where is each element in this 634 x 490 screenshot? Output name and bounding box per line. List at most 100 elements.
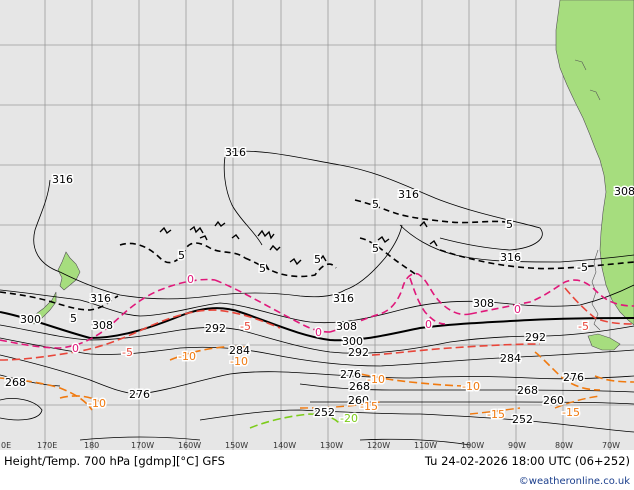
label-316: 316 xyxy=(500,251,521,264)
label-300: 300 xyxy=(342,335,363,348)
label-308: 308 xyxy=(614,185,634,198)
label-284: 284 xyxy=(500,352,521,365)
longitude-axis: 0E 170E 180 170W 160W 150W 140W 130W 120W 110W 100… xyxy=(1,441,620,450)
longitude-label: 110W xyxy=(414,441,437,450)
label-temp-minus20: -20 xyxy=(340,412,358,425)
label-268: 268 xyxy=(349,380,370,393)
new-zealand-south-island xyxy=(29,291,57,325)
longitude-label: 120W xyxy=(367,441,390,450)
label-temp-minus5: -5 xyxy=(577,261,588,274)
label-316: 316 xyxy=(90,292,111,305)
label-temp-5: 5 xyxy=(372,198,379,211)
temperature-labels: 5 5 5 5 5 5 5 -5 0 0 0 0 0 -5 -5 -5 -10 … xyxy=(69,197,591,427)
label-260: 260 xyxy=(543,394,564,407)
label-temp-minus15: -15 xyxy=(487,408,505,421)
contour-316-inner xyxy=(223,151,263,246)
longitude-label: 80W xyxy=(555,441,573,450)
contour-316-mid xyxy=(344,224,403,291)
label-temp-0: 0 xyxy=(514,303,521,316)
longitude-label: 170E xyxy=(37,441,57,450)
label-temp-minus5: -5 xyxy=(578,320,589,333)
contour-300-bold xyxy=(0,307,634,342)
contour-276 xyxy=(0,354,634,395)
contour-308 xyxy=(0,284,634,324)
contour-low-loop xyxy=(0,398,43,421)
label-temp-5: 5 xyxy=(506,218,513,231)
label-temp-0: 0 xyxy=(315,326,322,339)
graticule xyxy=(0,0,634,450)
label-276: 276 xyxy=(129,388,150,401)
label-308: 308 xyxy=(473,297,494,310)
label-252: 252 xyxy=(314,406,335,419)
label-260: 260 xyxy=(348,394,369,407)
scattered-temp-fragments xyxy=(159,220,438,271)
contour-316-north xyxy=(225,150,543,251)
longitude-label: 180 xyxy=(84,441,99,450)
label-temp-0: 0 xyxy=(187,273,194,286)
label-292: 292 xyxy=(525,331,546,344)
footer-bar xyxy=(0,450,634,490)
map-credit[interactable]: ©weatheronline.co.uk xyxy=(519,476,630,487)
label-temp-minus10: -10 xyxy=(178,350,196,363)
temp-minus15c-contours xyxy=(299,395,601,415)
longitude-label: 140W xyxy=(273,441,296,450)
temp-minus20c-contours xyxy=(249,413,341,429)
label-temp-minus5: -5 xyxy=(240,320,251,333)
longitude-label: 70W xyxy=(602,441,620,450)
contour-252 xyxy=(199,409,634,433)
label-316: 316 xyxy=(225,146,246,159)
label-252: 252 xyxy=(512,413,533,426)
contour-260 xyxy=(310,401,634,405)
label-292: 292 xyxy=(205,322,226,335)
label-temp-5: 5 xyxy=(259,262,266,275)
longitude-label: 150W xyxy=(225,441,248,450)
label-temp-5: 5 xyxy=(314,253,321,266)
temp-5c-contours xyxy=(0,199,634,311)
longitude-label: 100W xyxy=(461,441,484,450)
label-292: 292 xyxy=(348,346,369,359)
label-temp-minus10: -10 xyxy=(367,373,385,386)
label-temp-5: 5 xyxy=(178,249,185,262)
temp-0c-contours xyxy=(0,272,634,349)
label-temp-5: 5 xyxy=(70,312,77,325)
contour-292 xyxy=(0,324,634,354)
new-zealand-north-island xyxy=(57,251,81,291)
label-temp-minus10: -10 xyxy=(462,380,480,393)
longitude-label: 0E xyxy=(1,441,11,450)
label-temp-minus15: -15 xyxy=(360,400,378,413)
label-284: 284 xyxy=(229,344,250,357)
longitude-label: 160W xyxy=(178,441,201,450)
label-268: 268 xyxy=(517,384,538,397)
label-308: 308 xyxy=(336,320,357,333)
label-268: 268 xyxy=(5,376,26,389)
south-america-land xyxy=(555,0,634,326)
temp-minus10c-contours xyxy=(0,345,634,411)
longitude-label: 170W xyxy=(131,441,154,450)
contour-284 xyxy=(0,337,634,367)
contour-316-west xyxy=(33,179,346,300)
contour-316-east xyxy=(399,224,634,263)
longitude-label: 90W xyxy=(508,441,526,450)
label-temp-5: 5 xyxy=(372,242,379,255)
label-temp-minus15: -15 xyxy=(562,406,580,419)
label-276: 276 xyxy=(563,371,584,384)
map-title: Height/Temp. 700 hPa [gdmp][°C] GFS xyxy=(4,454,225,468)
label-316: 316 xyxy=(333,292,354,305)
label-temp-minus10: -10 xyxy=(88,397,106,410)
longitude-label: 130W xyxy=(320,441,343,450)
label-276: 276 xyxy=(340,368,361,381)
temp-minus5c-contours xyxy=(0,287,634,361)
label-temp-0: 0 xyxy=(425,318,432,331)
map-valid-time: Tu 24-02-2026 18:00 UTC (06+252) xyxy=(424,454,630,468)
label-temp-0: 0 xyxy=(72,342,79,355)
land-masses xyxy=(29,0,634,351)
height-labels: 316 316 316 316 316 316 308 308 308 308 … xyxy=(4,145,634,428)
label-308: 308 xyxy=(92,319,113,332)
contour-south xyxy=(79,436,471,446)
label-temp-minus10: -10 xyxy=(230,355,248,368)
label-316: 316 xyxy=(52,173,73,186)
label-300: 300 xyxy=(20,313,41,326)
label-316: 316 xyxy=(398,188,419,201)
label-temp-minus5: -5 xyxy=(122,346,133,359)
